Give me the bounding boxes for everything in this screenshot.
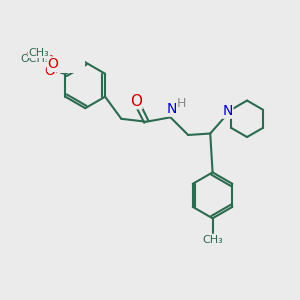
Text: O: O	[45, 64, 56, 78]
Text: CH₃: CH₃	[202, 235, 223, 244]
Bar	[26, 44, 85, 74]
Text: O: O	[130, 94, 142, 109]
Text: OCH₃: OCH₃	[20, 54, 50, 64]
Text: OCH₃: OCH₃	[24, 52, 54, 62]
Text: O: O	[49, 62, 60, 76]
Text: O: O	[47, 57, 58, 71]
Text: CH₃: CH₃	[28, 47, 49, 58]
Text: N: N	[167, 102, 177, 116]
Text: H: H	[177, 97, 186, 110]
Text: N: N	[223, 104, 233, 118]
